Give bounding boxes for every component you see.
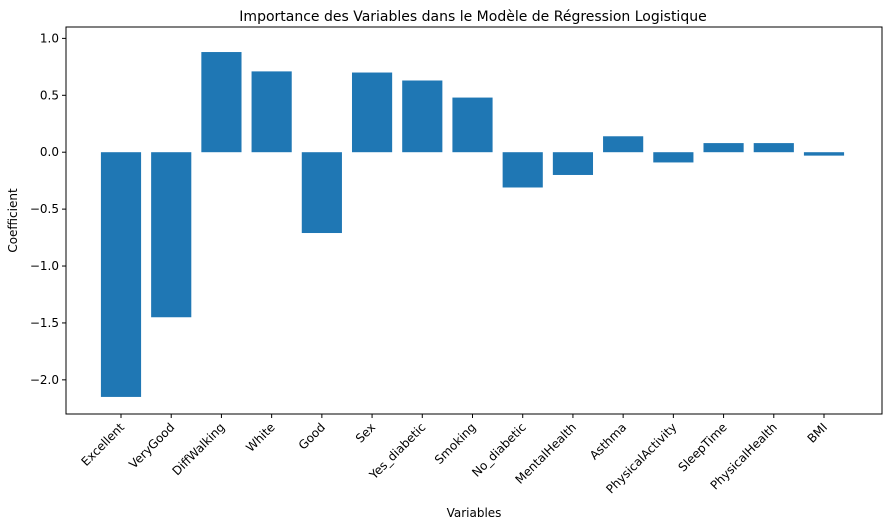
bar-sex — [351, 72, 393, 153]
bar-excellent — [100, 152, 142, 397]
bar-diffwalking — [201, 52, 242, 153]
bar-physicalhealth — [753, 143, 794, 153]
x-tick-label: Excellent — [78, 420, 127, 469]
chart-title: Importance des Variables dans le Modèle … — [239, 9, 706, 25]
x-tick-label: BMI — [805, 420, 831, 446]
bar-mentalhealth — [552, 152, 594, 175]
bar-sleeptime — [703, 143, 744, 153]
bar-white — [251, 71, 292, 153]
y-tick-label: 1.0 — [40, 31, 59, 45]
x-tick-label: White — [243, 420, 278, 455]
x-tick-label: Sex — [353, 420, 378, 445]
y-tick-label: −2.0 — [30, 373, 59, 387]
x-tick-label: Good — [296, 420, 328, 452]
y-tick-label: 0.5 — [40, 88, 59, 102]
plot-frame — [65, 26, 883, 415]
bar-good — [301, 152, 342, 234]
bar-yes-diabetic — [402, 80, 443, 153]
y-tick-label: −0.5 — [30, 202, 59, 216]
y-tick-label: −1.0 — [30, 259, 59, 273]
bar-verygood — [151, 152, 192, 318]
y-tick-label: 0.0 — [40, 145, 59, 159]
x-tick-label: SleepTime — [675, 420, 729, 474]
y-axis-title: Coefficient — [6, 188, 20, 253]
y-tick-label: −1.5 — [30, 316, 59, 330]
x-tick-label: Smoking — [432, 420, 479, 467]
x-tick-label: Asthma — [587, 420, 629, 462]
x-tick-label: DiffWalking — [169, 420, 227, 478]
x-tick-label: VeryGood — [126, 420, 177, 471]
bar-physicalactivity — [653, 152, 694, 163]
bar-smoking — [452, 97, 493, 153]
bar-asthma — [603, 136, 644, 153]
bar-bmi — [803, 152, 845, 156]
x-axis-title: Variables — [447, 506, 502, 520]
y-axis: 1.0 0.5 0.0 −0.5 −1.0 −1.5 −2.0 — [30, 31, 66, 387]
bars-group — [100, 52, 845, 397]
bar-no-diabetic — [502, 152, 543, 188]
